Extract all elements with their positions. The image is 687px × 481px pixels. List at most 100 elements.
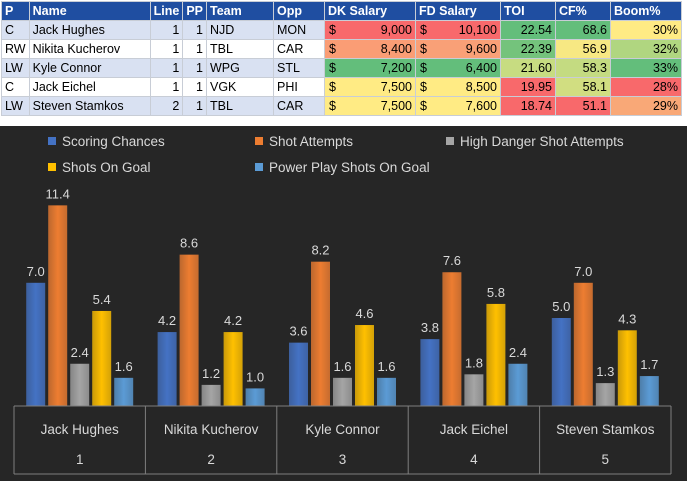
table-row[interactable]: LW Kyle Connor 1 1 WPG STL $7,200 $6,400 21.60 58… [1, 58, 682, 78]
header-team[interactable]: Team [206, 1, 274, 21]
cell-line[interactable]: 1 [149, 58, 184, 78]
salary-value: 9,600 [465, 42, 497, 56]
cell-position[interactable]: C [1, 77, 30, 97]
currency-symbol: $ [329, 61, 336, 75]
cell-name[interactable]: Kyle Connor [28, 58, 151, 78]
cell-dk-salary[interactable]: $7,500 [324, 96, 416, 116]
cell-cf-pct[interactable]: 58.1 [555, 77, 611, 97]
data-label: 2.4 [71, 345, 89, 360]
cell-boom-pct[interactable]: 30% [610, 20, 682, 40]
category-label: Nikita Kucherov [164, 422, 259, 437]
cell-boom-pct[interactable]: 32% [610, 39, 682, 59]
cell-pp[interactable]: 1 [182, 96, 207, 116]
cell-toi[interactable]: 22.39 [500, 39, 556, 59]
bar-4-1 [245, 388, 265, 406]
cell-team[interactable]: TBL [206, 96, 274, 116]
cell-opp[interactable]: CAR [273, 39, 325, 59]
cell-position[interactable]: C [1, 20, 30, 40]
cell-name[interactable]: Jack Hughes [28, 20, 151, 40]
category-label: Jack Eichel [440, 422, 508, 437]
cell-boom-pct[interactable]: 29% [610, 96, 682, 116]
data-label: 8.6 [180, 236, 198, 251]
player-stats-table-area: P Name Line PP Team Opp DK Salary FD Sal… [0, 0, 687, 122]
table-header-row: P Name Line PP Team Opp DK Salary FD Sal… [1, 1, 682, 21]
cell-cf-pct[interactable]: 56.9 [555, 39, 611, 59]
cell-team[interactable]: TBL [206, 39, 274, 59]
cell-toi[interactable]: 22.54 [500, 20, 556, 40]
cell-opp[interactable]: STL [273, 58, 325, 78]
cell-line[interactable]: 1 [149, 39, 184, 59]
data-label: 8.2 [311, 243, 329, 258]
cell-fd-salary[interactable]: $10,100 [415, 20, 501, 40]
bar-4-2 [377, 377, 396, 406]
cell-boom-pct[interactable]: 28% [610, 77, 682, 97]
cell-name[interactable]: Steven Stamkos [28, 96, 151, 116]
cell-name[interactable]: Jack Eichel [28, 77, 151, 97]
cell-cf-pct[interactable]: 68.6 [555, 20, 611, 40]
cell-dk-salary[interactable]: $7,500 [324, 77, 416, 97]
data-label: 1.0 [246, 369, 264, 384]
cell-fd-salary[interactable]: $9,600 [415, 39, 501, 59]
header-cf-pct[interactable]: CF% [555, 1, 611, 21]
cell-opp[interactable]: PHI [273, 77, 325, 97]
cell-name[interactable]: Nikita Kucherov [28, 39, 151, 59]
cell-dk-salary[interactable]: $7,200 [324, 58, 416, 78]
cell-opp[interactable]: MON [273, 20, 325, 40]
header-pp[interactable]: PP [182, 1, 207, 21]
header-dk-salary[interactable]: DK Salary [324, 1, 416, 21]
header-fd-salary[interactable]: FD Salary [415, 1, 501, 21]
cell-position[interactable]: LW [1, 96, 30, 116]
cell-line[interactable]: 1 [149, 77, 184, 97]
header-opp[interactable]: Opp [273, 1, 325, 21]
cell-pp[interactable]: 1 [182, 77, 207, 97]
cell-team[interactable]: VGK [206, 77, 274, 97]
bar-3-3 [486, 303, 506, 406]
cell-line[interactable]: 2 [149, 96, 184, 116]
chart-legend: Scoring Chances Shot Attempts High Dange… [0, 134, 687, 186]
header-boom-pct[interactable]: Boom% [610, 1, 682, 21]
cell-position[interactable]: LW [1, 58, 30, 78]
cell-toi[interactable]: 21.60 [500, 58, 556, 78]
data-label: 1.3 [596, 364, 614, 379]
cell-boom-pct[interactable]: 33% [610, 58, 682, 78]
cell-pp[interactable]: 1 [182, 20, 207, 40]
table-row[interactable]: LW Steven Stamkos 2 1 TBL CAR $7,500 $7,600 18.7… [1, 96, 682, 116]
table-row[interactable]: C Jack Eichel 1 1 VGK PHI $7,500 $8,500 19.95 58.… [1, 77, 682, 97]
header-toi[interactable]: TOI [500, 1, 556, 21]
cell-team[interactable]: WPG [206, 58, 274, 78]
cell-fd-salary[interactable]: $6,400 [415, 58, 501, 78]
data-label: 5.0 [552, 299, 570, 314]
cell-line[interactable]: 1 [149, 20, 184, 40]
bar-2-1 [201, 384, 221, 406]
category-label: Jack Hughes [41, 422, 119, 437]
data-label: 4.6 [355, 306, 373, 321]
cell-team[interactable]: NJD [206, 20, 274, 40]
cell-toi[interactable]: 19.95 [500, 77, 556, 97]
cell-opp[interactable]: CAR [273, 96, 325, 116]
table-row[interactable]: RW Nikita Kucherov 1 1 TBL CAR $8,400 $9,600 22.… [1, 39, 682, 59]
currency-symbol: $ [420, 42, 427, 56]
cell-cf-pct[interactable]: 58.3 [555, 58, 611, 78]
cell-dk-salary[interactable]: $8,400 [324, 39, 416, 59]
data-label: 11.4 [46, 186, 70, 201]
cell-position[interactable]: RW [1, 39, 30, 59]
cell-fd-salary[interactable]: $8,500 [415, 77, 501, 97]
currency-symbol: $ [420, 99, 427, 113]
cell-pp[interactable]: 1 [182, 58, 207, 78]
bar-2-4 [595, 383, 615, 406]
bar-0-0 [26, 282, 46, 406]
header-position[interactable]: P [1, 1, 30, 21]
header-name[interactable]: Name [28, 1, 151, 21]
cell-pp[interactable]: 1 [182, 39, 207, 59]
currency-symbol: $ [420, 61, 427, 75]
data-label: 1.6 [377, 359, 395, 374]
cell-toi[interactable]: 18.74 [500, 96, 556, 116]
cell-fd-salary[interactable]: $7,600 [415, 96, 501, 116]
legend-swatch [446, 137, 454, 146]
table-row[interactable]: C Jack Hughes 1 1 NJD MON $9,000 $10,100 22.54 68… [1, 20, 682, 40]
data-label: 7.6 [443, 253, 461, 268]
header-line[interactable]: Line [149, 1, 184, 21]
salary-value: 7,200 [380, 61, 412, 75]
cell-cf-pct[interactable]: 51.1 [555, 96, 611, 116]
cell-dk-salary[interactable]: $9,000 [324, 20, 416, 40]
